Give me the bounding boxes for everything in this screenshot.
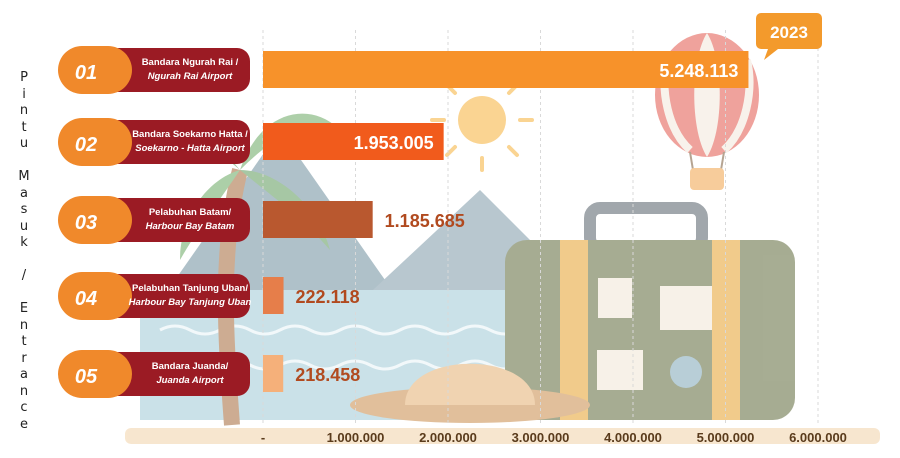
x-tick-label-5: 5.000.000 <box>697 430 755 445</box>
x-tick-label-2: 2.000.000 <box>419 430 477 445</box>
x-axis-tick-labels: - 1.000.000 2.000.000 3.000.000 4.000.000 5.0… <box>261 430 847 445</box>
x-tick-label-4: 4.000.000 <box>604 430 662 445</box>
category-name-id: Bandara Soekarno Hatta / <box>132 129 248 140</box>
bar-01 <box>263 51 749 88</box>
category-number: 05 <box>75 366 98 388</box>
value-label-03: 1.185.685 <box>385 211 465 231</box>
x-tick-label-6: 6.000.000 <box>789 430 847 445</box>
category-name-en: Harbour Bay Batam <box>146 221 235 232</box>
year-badge-text: 2023 <box>770 23 808 42</box>
category-name-en: Juanda Airport <box>156 375 224 386</box>
value-label-01: 5.248.113 <box>659 61 738 81</box>
bar-02 <box>263 123 444 160</box>
category-number: 02 <box>75 134 97 156</box>
chart-value-labels: 5.248.113 1.953.005 1.185.685 222.118 218.45… <box>295 61 738 385</box>
category-number: 03 <box>75 212 97 234</box>
category-name-id: Bandara Ngurah Rai / <box>142 57 239 68</box>
value-label-04: 222.118 <box>296 287 360 307</box>
category-ribbons: 01 Bandara Ngurah Rai / Ngurah Rai Airport… <box>58 46 252 398</box>
category-number: 01 <box>75 62 97 84</box>
ribbon-number-pill <box>58 350 132 398</box>
chart-bars <box>263 51 749 392</box>
category-name-en: Ngurah Rai Airport <box>148 71 233 82</box>
ribbon-number-pill <box>58 46 132 94</box>
ribbon-number-pill <box>58 118 132 166</box>
x-tick-label-3: 3.000.000 <box>512 430 570 445</box>
category-ribbon-05: 05 Bandara Juanda/Juanda Airport <box>58 350 250 398</box>
x-tick-label-0: - <box>261 430 265 445</box>
ribbon-number-pill <box>58 196 132 244</box>
bar-03 <box>263 201 373 238</box>
ribbon-red-band <box>90 274 250 318</box>
bar-05 <box>263 355 284 392</box>
category-name-en: Soekarno - Hatta Airport <box>135 143 245 154</box>
value-label-02: 1.953.005 <box>354 133 434 153</box>
category-name-id: Bandara Juanda/ <box>152 361 229 372</box>
ribbon-red-band <box>90 120 250 164</box>
category-ribbon-03: 03 Pelabuhan Batam/Harbour Bay Batam <box>58 196 250 244</box>
category-ribbon-04: 04 Pelabuhan Tanjung Uban/Harbour Bay Tan… <box>58 272 252 320</box>
category-name-en: Harbour Bay Tanjung Uban <box>129 297 252 308</box>
category-number: 04 <box>75 288 97 310</box>
category-ribbon-01: 01 Bandara Ngurah Rai / Ngurah Rai Airport <box>58 46 250 94</box>
category-name-id: Pelabuhan Tanjung Uban/ <box>132 283 248 294</box>
category-name-id: Pelabuhan Batam/ <box>149 207 232 218</box>
value-label-05: 218.458 <box>295 365 360 385</box>
ribbon-red-band <box>90 352 250 396</box>
x-tick-label-1: 1.000.000 <box>327 430 385 445</box>
bar-04 <box>263 277 284 314</box>
year-badge: 2023 <box>756 13 822 60</box>
ribbon-red-band <box>90 48 250 92</box>
category-ribbon-02: 02 Bandara Soekarno Hatta / Soekarno - Hat… <box>58 118 250 166</box>
ribbon-number-pill <box>58 272 132 320</box>
ribbon-red-band <box>90 198 250 242</box>
